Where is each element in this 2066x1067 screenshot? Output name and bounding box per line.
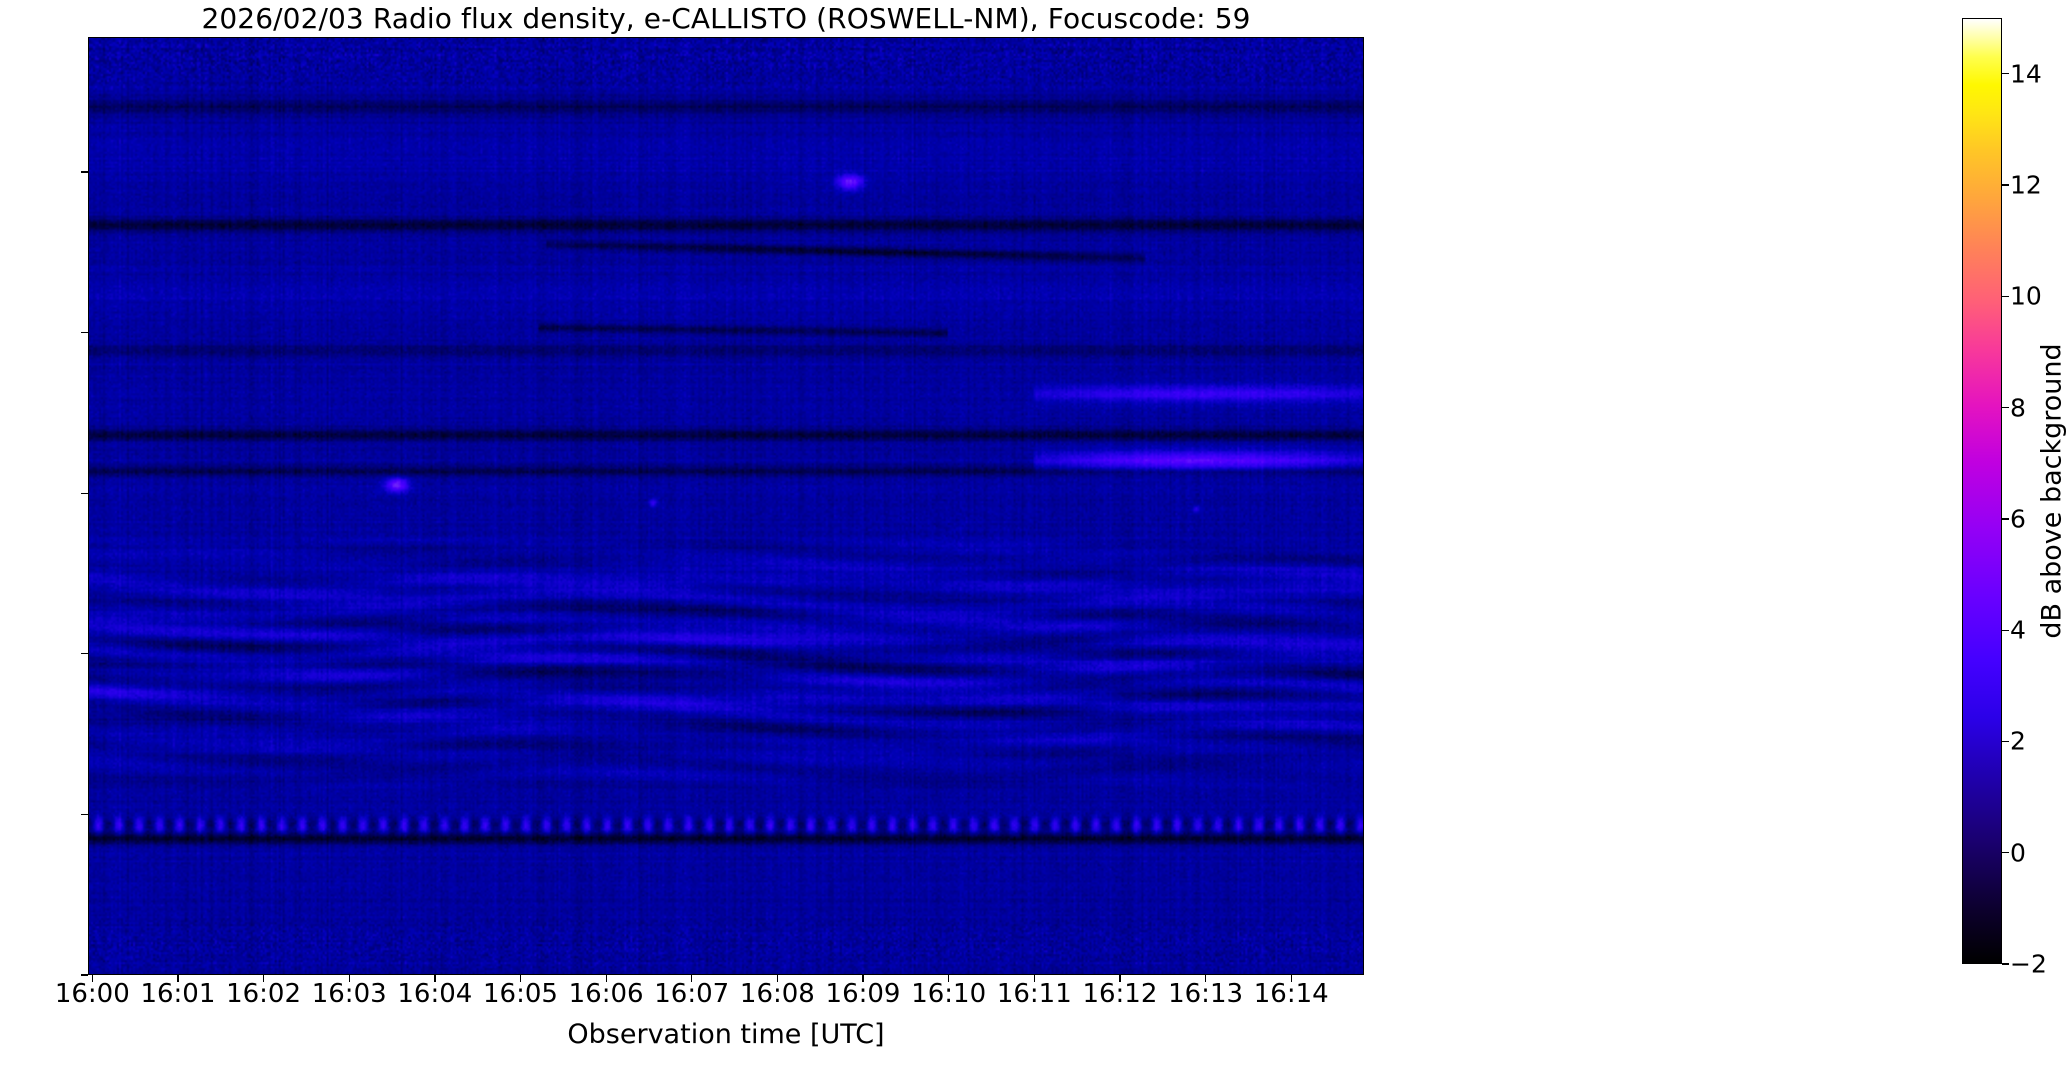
y-axis-tick-mark xyxy=(81,171,88,173)
colorbar xyxy=(1962,18,2002,964)
colorbar-tick-label: 6 xyxy=(2010,504,2026,534)
x-axis-tick-mark xyxy=(519,975,522,982)
x-axis-tick-mark xyxy=(605,975,607,982)
x-axis-tick-mark xyxy=(776,975,779,982)
y-axis-tick-mark xyxy=(81,974,88,976)
x-axis-tick-label: 16:05 xyxy=(483,979,558,1009)
x-axis-tick-mark xyxy=(1204,975,1207,982)
colorbar-tick-label: 4 xyxy=(2010,615,2026,645)
colorbar-tick-mark xyxy=(2002,295,2009,297)
colorbar-tick-mark xyxy=(2002,740,2009,743)
x-axis-tick-mark xyxy=(262,975,265,982)
colorbar-tick-label: −2 xyxy=(2010,949,2047,979)
x-axis-tick-mark xyxy=(862,975,864,982)
x-axis-tick-label: 16:12 xyxy=(1082,979,1158,1009)
x-axis-tick-label: 16:04 xyxy=(397,979,473,1009)
x-axis-tick-label: 16:08 xyxy=(739,979,815,1009)
colorbar-tick-label: 8 xyxy=(2010,393,2026,423)
x-axis-label: Observation time [UTC] xyxy=(567,1019,885,1050)
x-axis-tick-mark xyxy=(948,975,950,982)
x-axis-tick-mark xyxy=(1119,975,1121,982)
colorbar-tick-mark xyxy=(2002,406,2009,409)
x-axis-tick-label: 16:07 xyxy=(654,979,730,1009)
x-axis-tick-label: 16:13 xyxy=(1168,979,1244,1009)
y-axis-tick-mark xyxy=(81,331,88,334)
colorbar-tick-mark xyxy=(2002,852,2009,854)
x-axis-tick-label: 16:10 xyxy=(911,979,987,1009)
x-axis-tick-mark xyxy=(434,975,436,982)
colorbar-tick-mark xyxy=(2002,73,2009,75)
colorbar-tick-mark xyxy=(2002,963,2009,965)
colorbar-label: dB above background xyxy=(2036,343,2066,639)
x-axis-tick-label: 16:14 xyxy=(1253,979,1329,1009)
colorbar-tick-mark xyxy=(2002,629,2009,631)
x-axis-tick-label: 16:03 xyxy=(311,979,387,1009)
x-axis-tick-label: 16:11 xyxy=(996,979,1072,1009)
colorbar-tick-label: 14 xyxy=(2010,59,2042,89)
y-axis-tick-mark xyxy=(81,813,88,816)
x-axis-tick-label: 16:01 xyxy=(140,979,216,1009)
x-axis-tick-label: 16:00 xyxy=(54,979,130,1009)
colorbar-tick-mark xyxy=(2002,518,2009,520)
x-axis-tick-mark xyxy=(691,975,693,982)
page-title: 2026/02/03 Radio flux density, e-CALLIST… xyxy=(201,2,1251,35)
x-axis-tick-label: 16:06 xyxy=(568,979,644,1009)
x-axis-tick-mark xyxy=(91,975,93,982)
colorbar-tick-mark xyxy=(2002,184,2009,186)
x-axis-tick-mark xyxy=(1033,975,1035,982)
x-axis-tick-label: 16:02 xyxy=(226,979,302,1009)
colorbar-tick-label: 2 xyxy=(2010,726,2026,756)
spectrogram-plot-area xyxy=(88,37,1364,975)
spectrogram-image xyxy=(89,38,1363,974)
x-axis-tick-label: 16:09 xyxy=(825,979,901,1009)
y-axis-tick-mark xyxy=(81,653,88,655)
colorbar-tick-label: 10 xyxy=(2010,281,2042,311)
x-axis-tick-mark xyxy=(348,975,350,982)
x-axis-tick-mark xyxy=(177,975,179,982)
colorbar-tick-label: 0 xyxy=(2010,838,2026,868)
x-axis-tick-mark xyxy=(1290,975,1292,982)
colorbar-tick-label: 12 xyxy=(2010,170,2042,200)
y-axis-tick-mark xyxy=(81,492,88,494)
